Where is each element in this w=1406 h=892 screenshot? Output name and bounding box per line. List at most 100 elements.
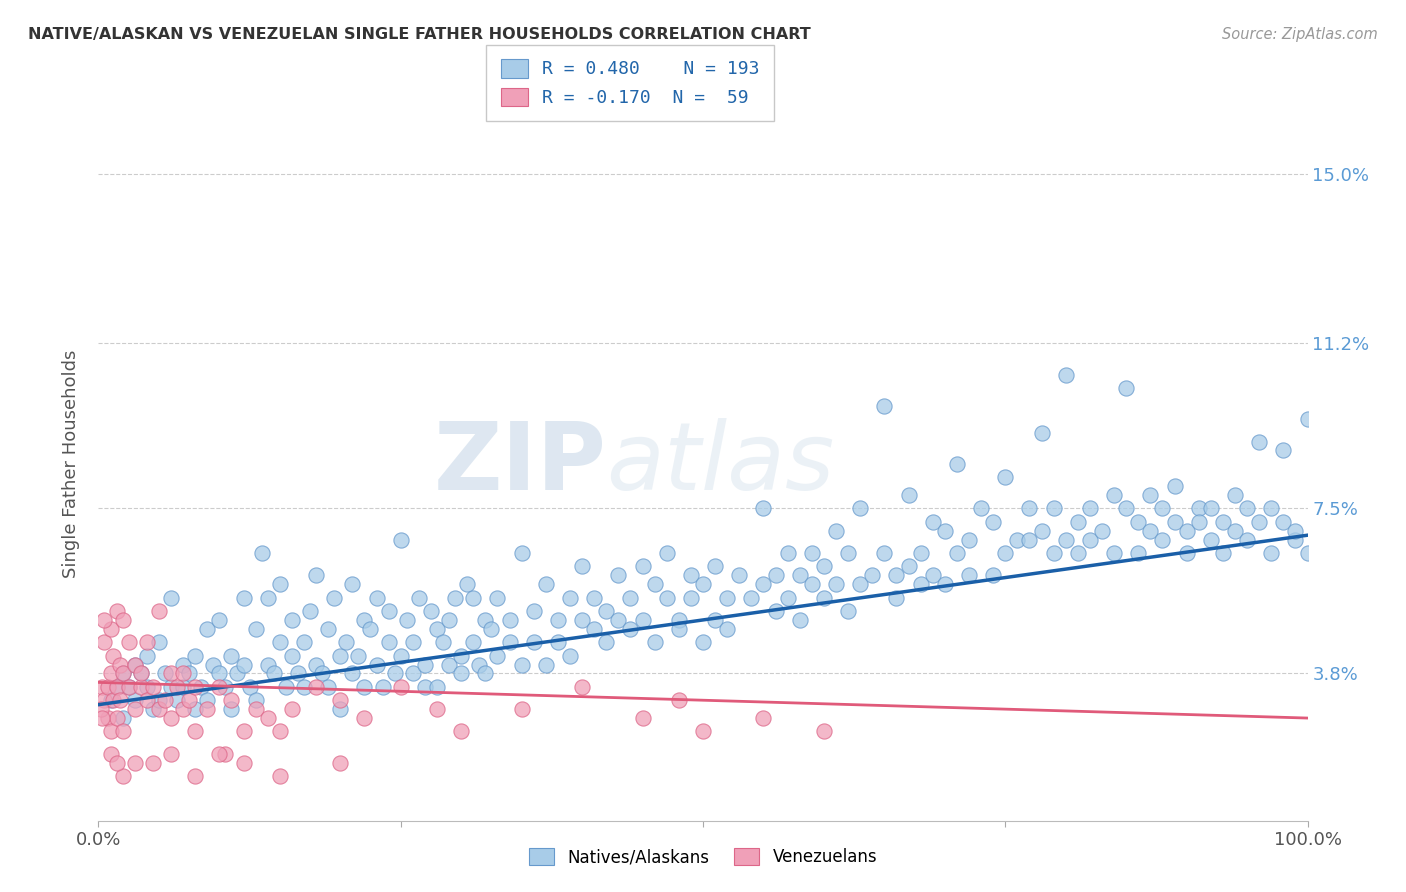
Point xyxy=(281,648,304,663)
Point xyxy=(631,613,654,627)
Point xyxy=(377,635,399,649)
Point xyxy=(129,666,152,681)
Point xyxy=(105,680,128,694)
Point xyxy=(668,613,690,627)
Text: NATIVE/ALASKAN VS VENEZUELAN SINGLE FATHER HOUSEHOLDS CORRELATION CHART: NATIVE/ALASKAN VS VENEZUELAN SINGLE FATH… xyxy=(28,27,811,42)
Point xyxy=(849,501,872,516)
Point xyxy=(934,577,956,591)
Point xyxy=(1175,524,1198,538)
Point xyxy=(148,604,170,618)
Point xyxy=(444,591,467,605)
Point xyxy=(426,702,449,716)
Point xyxy=(118,680,141,694)
Point xyxy=(1199,533,1222,547)
Point xyxy=(208,613,231,627)
Point xyxy=(377,604,399,618)
Point xyxy=(100,666,122,681)
Point xyxy=(1054,533,1077,547)
Point xyxy=(135,693,157,707)
Point xyxy=(256,711,278,725)
Point xyxy=(619,622,641,636)
Point xyxy=(214,680,236,694)
Point xyxy=(129,680,152,694)
Point xyxy=(111,613,134,627)
Point xyxy=(426,622,449,636)
Point xyxy=(1212,546,1234,560)
Point xyxy=(1042,501,1064,516)
Point xyxy=(655,591,678,605)
Point xyxy=(607,613,630,627)
Point xyxy=(105,604,128,618)
Point xyxy=(897,488,920,502)
Point xyxy=(668,693,690,707)
Point xyxy=(571,680,593,694)
Point xyxy=(813,559,835,574)
Point xyxy=(534,657,557,672)
Point xyxy=(498,613,520,627)
Point xyxy=(957,533,980,547)
Point xyxy=(263,666,285,681)
Point xyxy=(547,635,569,649)
Point xyxy=(1139,488,1161,502)
Point xyxy=(510,546,533,560)
Point xyxy=(583,591,606,605)
Point xyxy=(124,702,146,716)
Point xyxy=(571,613,593,627)
Point xyxy=(105,711,128,725)
Point xyxy=(184,680,207,694)
Point xyxy=(184,702,207,716)
Point xyxy=(281,702,304,716)
Point xyxy=(100,724,122,739)
Point xyxy=(226,666,249,681)
Point xyxy=(108,657,131,672)
Point xyxy=(1152,533,1174,547)
Point xyxy=(510,702,533,716)
Point xyxy=(353,711,375,725)
Point xyxy=(221,648,243,663)
Point xyxy=(166,680,188,694)
Point xyxy=(184,724,207,739)
Point xyxy=(679,568,702,582)
Point xyxy=(1249,434,1271,449)
Point xyxy=(111,711,134,725)
Point xyxy=(468,657,491,672)
Point xyxy=(408,591,430,605)
Point xyxy=(402,666,425,681)
Point xyxy=(1067,546,1090,560)
Point xyxy=(101,648,124,663)
Point xyxy=(202,657,225,672)
Point xyxy=(1188,501,1211,516)
Point xyxy=(360,622,382,636)
Point xyxy=(160,680,183,694)
Point xyxy=(849,577,872,591)
Point xyxy=(1078,501,1101,516)
Point xyxy=(1272,443,1295,458)
Point xyxy=(740,591,762,605)
Point xyxy=(124,657,146,672)
Point xyxy=(994,546,1017,560)
Point xyxy=(93,613,115,627)
Point xyxy=(269,635,291,649)
Point xyxy=(135,680,157,694)
Point xyxy=(124,657,146,672)
Point xyxy=(274,680,297,694)
Point xyxy=(160,591,183,605)
Point xyxy=(644,577,666,591)
Point xyxy=(837,546,859,560)
Point xyxy=(692,635,714,649)
Point xyxy=(256,591,278,605)
Point xyxy=(1128,515,1150,529)
Point xyxy=(776,546,799,560)
Point xyxy=(547,613,569,627)
Point xyxy=(329,693,352,707)
Point xyxy=(692,577,714,591)
Point xyxy=(305,680,328,694)
Point xyxy=(776,591,799,605)
Point xyxy=(389,533,412,547)
Point xyxy=(250,546,273,560)
Point xyxy=(583,622,606,636)
Point xyxy=(486,648,509,663)
Point xyxy=(371,680,394,694)
Point xyxy=(108,693,131,707)
Point xyxy=(245,702,267,716)
